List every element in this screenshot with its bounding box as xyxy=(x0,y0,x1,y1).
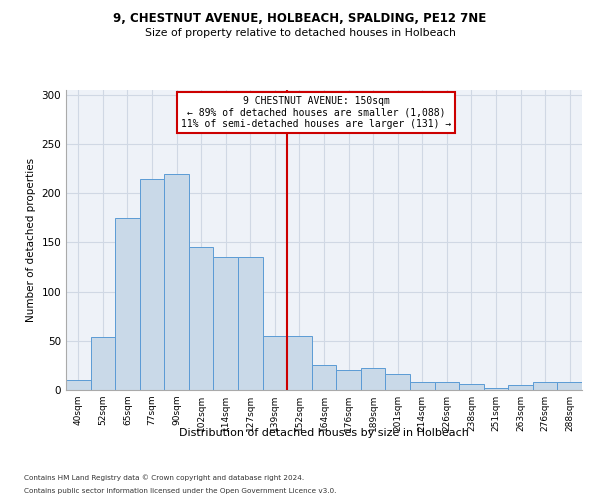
Bar xyxy=(140,178,164,390)
Bar xyxy=(164,174,189,390)
Bar xyxy=(238,257,263,390)
Bar xyxy=(91,337,115,390)
Bar xyxy=(287,336,312,390)
Bar xyxy=(557,382,582,390)
Text: Size of property relative to detached houses in Holbeach: Size of property relative to detached ho… xyxy=(145,28,455,38)
Bar xyxy=(312,366,336,390)
Bar xyxy=(189,248,214,390)
Y-axis label: Number of detached properties: Number of detached properties xyxy=(26,158,36,322)
Bar xyxy=(361,368,385,390)
Bar xyxy=(263,336,287,390)
Bar xyxy=(66,380,91,390)
Bar xyxy=(459,384,484,390)
Bar xyxy=(484,388,508,390)
Bar xyxy=(214,257,238,390)
Text: Contains public sector information licensed under the Open Government Licence v3: Contains public sector information licen… xyxy=(24,488,337,494)
Bar xyxy=(410,382,434,390)
Bar xyxy=(115,218,140,390)
Text: 9 CHESTNUT AVENUE: 150sqm
← 89% of detached houses are smaller (1,088)
11% of se: 9 CHESTNUT AVENUE: 150sqm ← 89% of detac… xyxy=(181,96,451,129)
Bar xyxy=(508,385,533,390)
Text: Contains HM Land Registry data © Crown copyright and database right 2024.: Contains HM Land Registry data © Crown c… xyxy=(24,474,304,481)
Bar xyxy=(533,382,557,390)
Text: Distribution of detached houses by size in Holbeach: Distribution of detached houses by size … xyxy=(179,428,469,438)
Bar xyxy=(434,382,459,390)
Text: 9, CHESTNUT AVENUE, HOLBEACH, SPALDING, PE12 7NE: 9, CHESTNUT AVENUE, HOLBEACH, SPALDING, … xyxy=(113,12,487,26)
Bar xyxy=(385,374,410,390)
Bar xyxy=(336,370,361,390)
